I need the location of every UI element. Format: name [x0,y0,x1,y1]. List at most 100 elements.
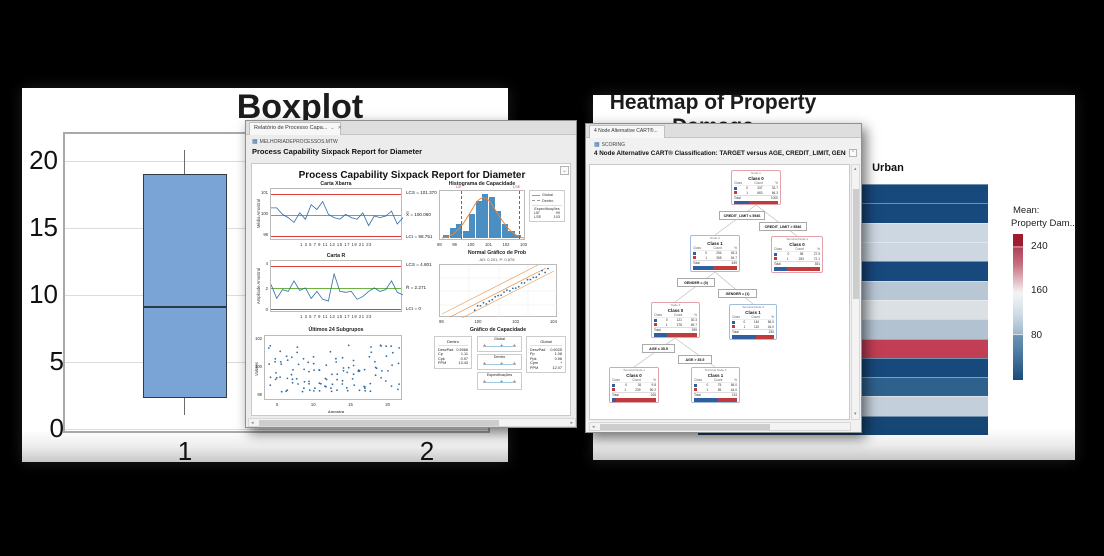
hist-xticks: 98 99 100 101 102 103 [437,242,527,247]
tree-node: Node 3 Class 0 Class Count% 0 121 30.3 1 278 69.7… [651,302,700,338]
minitab-tabstrip: Relatório de Processo Capa... ⌄ ✕ [246,121,576,135]
node-row: 1 278 69.7 [654,323,697,327]
node-row: 0 121 30.3 [654,318,697,322]
cart-tabstrip: 4 Node Alternative CART®... [586,124,861,138]
normal-curve [441,197,525,239]
prob-plot [439,264,558,318]
interval-overall: Global + + + [477,336,522,352]
class1-swatch [734,191,737,195]
legend-gradient-bar [1013,234,1023,380]
node-class-bar [732,335,774,339]
usl-label: LSE [513,185,521,189]
interval-specs: Especificações + + + [477,372,522,390]
node-table-header: Class Count% [693,246,737,252]
cart-heading: 4 Node Alternative CART® Classification:… [594,150,846,157]
minitab-h-scrollbar[interactable]: ◂ ▸ [248,418,576,427]
cart-tab[interactable]: 4 Node Alternative CART®... [589,125,665,138]
node-class: Class 1 [745,309,761,315]
lsl-label: LIE [456,185,462,189]
collapse-button[interactable]: ⌄ [560,166,569,175]
node-total: Total 134 [694,392,737,398]
x-category-1: 1 [177,436,193,466]
class0-swatch [732,321,735,325]
class1-swatch [693,256,696,260]
histogram-bar [449,227,456,238]
node-total: Total 1000 [734,195,778,201]
class0-swatch [693,252,696,256]
r-series [271,272,403,302]
gridline [65,429,488,430]
capability-title: Gráfico de Capacidade [469,327,527,333]
y-tick: 101 [261,190,268,195]
node-row: 1 253 72.1 [774,257,820,261]
prob-subtitle: AD: 0.201, P: 0.878 [479,257,515,262]
subgroups-title: Últimos 24 Subgrupos [308,327,364,333]
node-id: Node 3 [670,303,681,307]
node-id: Terminal Node 4 [786,237,808,241]
boxplot-title: Boxplot [236,88,364,126]
node-table-header: Class Count% [612,378,656,384]
close-icon[interactable]: ✕ [337,125,342,131]
xbar-series [271,200,403,227]
node-table-header: Class Count% [732,315,774,321]
scroll-left-arrow[interactable]: ◂ [592,424,595,430]
worksheet-name: SCORING [601,142,626,148]
scroll-down-arrow[interactable]: ▾ [854,411,857,417]
r-lcl-label: LCI = 0 [406,306,421,311]
node-row: 0 98 27.9 [774,252,820,256]
histogram-bar [495,210,502,238]
hist-plot [439,190,525,240]
scroll-right-arrow[interactable]: ▸ [570,420,573,426]
split-label: GENDER = (1) [718,289,757,298]
overall-line-swatch [532,194,540,196]
node-total: Total 250 [732,329,774,335]
histogram-bar [488,197,495,238]
node-total: Total 351 [774,261,820,267]
subgroups-xlabel: Amostra [327,409,345,414]
scroll-up-arrow[interactable]: ▴ [854,166,857,172]
histogram-bar [443,234,450,238]
node-row: 1 110 44.0 [732,325,774,329]
class1-swatch [774,257,777,261]
boxplot-whisker-bottom [184,398,185,415]
minitab-tab[interactable]: Relatório de Processo Capa... ⌄ ✕ [249,122,342,135]
node-class-bar [612,398,656,402]
class0-swatch [694,384,697,388]
node-class-bar [734,201,778,204]
node-row: 1 663 66.3 [734,191,778,195]
r-ucl-label: LCS = 4.801 [406,262,432,267]
class0-swatch [612,384,615,388]
cart-h-scrollbar[interactable]: ◂ [589,422,851,431]
legend-title-line1: Mean: [1013,205,1040,216]
r-xticks: 1 3 5 7 9 11 13 15 17 19 21 23 [300,314,372,319]
scroll-left-arrow[interactable]: ◂ [251,420,254,426]
node-total: Total 649 [693,260,737,266]
y-tick: 2 [265,286,268,291]
y-tick: 20 [29,145,58,175]
cart-v-scrollbar[interactable]: ▴ ▾ [851,164,860,420]
within-line-swatch [532,200,540,201]
prob-points [473,267,549,312]
overall-stats-box: Global DesvPad 0.6025 Pp 1.08 Ppk 0.96 Cpm *… [526,336,566,374]
node-row: 0 75 56.0 [694,383,737,387]
legend-title-line2: Property Dam... [1011,218,1075,229]
y-tick: 15 [29,212,58,242]
class0-swatch [774,253,777,257]
node-total: Total 265 [612,392,656,398]
legend-tick: 240 [1031,241,1048,252]
r-plot [270,260,403,312]
y-tick: 4 [265,261,268,266]
worksheet-icon: ▦ [594,142,600,148]
tree-node: Terminal Node 2 Class 1 Class Count% 0 75 56.0… [691,367,740,403]
xbar-mean-label: X̿ = 100.060 [406,212,431,217]
y-tick: 0 [49,413,64,443]
node-row: 0 26 9.8 [612,383,656,387]
minitab-window: Relatório de Processo Capa... ⌄ ✕ ▦ MELHORI… [245,120,577,428]
sixpack-canvas: Process Capability Sixpack Report for Di… [251,163,571,416]
node-id: Node 1 [751,171,761,175]
tree-canvas: Node 1 Class 0 Class Count% 0 337 33.7 1 663 66.3… [589,164,850,420]
y-tick: 102 [255,336,262,341]
collapse-button[interactable]: ⌃ [849,149,857,157]
chevron-down-icon[interactable]: ⌄ [330,125,335,131]
